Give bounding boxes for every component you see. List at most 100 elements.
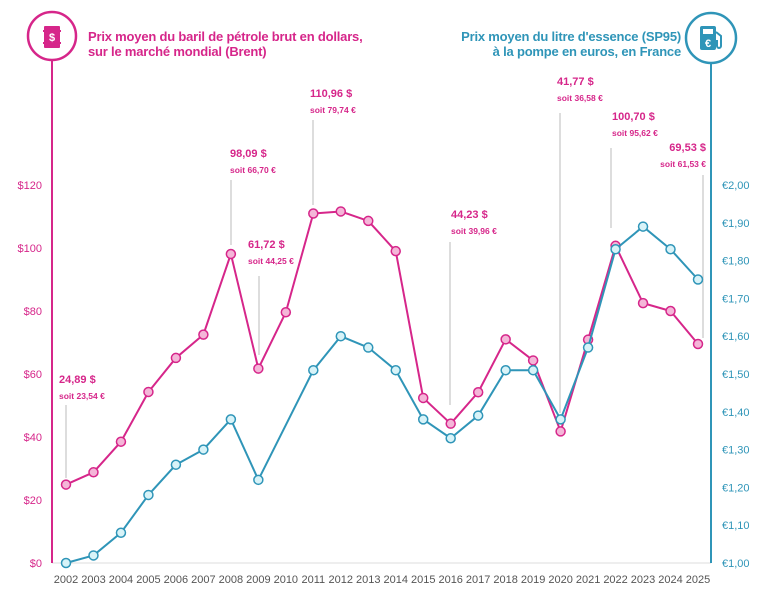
fuel-point: [527, 364, 539, 376]
x-axis-tick-label: 2019: [521, 574, 545, 586]
brent-point: [225, 248, 237, 260]
right-axis-title: Prix moyen du litre d'essence (SP95) à l…: [461, 29, 681, 59]
brent-point: [637, 297, 649, 309]
left-axis-tick-label: $100: [18, 243, 42, 255]
annotation-eur-value: soit 66,70 €: [230, 165, 276, 175]
right-axis-tick-label: €2,00: [722, 180, 750, 192]
left-axis-tick-label: $40: [24, 432, 42, 444]
brent-point: [308, 208, 319, 219]
brent-point: [692, 338, 704, 350]
x-axis-tick-label: 2011: [301, 574, 325, 586]
fuel-point: [335, 330, 347, 342]
x-axis-tick-label: 2006: [164, 574, 188, 586]
annotation-usd-value: 61,72 $: [248, 239, 285, 251]
right-axis-tick-label: €1,10: [722, 520, 750, 532]
brent-point: [527, 355, 539, 366]
svg-text:$: $: [49, 32, 55, 44]
brent-point: [472, 387, 484, 398]
brent-point: [198, 329, 209, 340]
brent-point: [500, 334, 511, 345]
fuel-point: [610, 244, 621, 255]
right-title-line2: à la pompe en euros, en France: [492, 44, 682, 59]
right-axis-tick-label: €1,60: [722, 331, 750, 343]
brent-point: [143, 386, 154, 398]
x-axis-tick-label: 2005: [136, 574, 160, 586]
right-axis-tick-label: €1,20: [722, 482, 750, 494]
x-axis-tick-label: 2025: [686, 574, 710, 586]
annotation-usd-value: 100,70 $: [612, 111, 655, 123]
annotation-eur-value: soit 39,96 €: [451, 226, 497, 236]
annotation-usd-value: 44,23 $: [451, 209, 488, 221]
left-axis-tick-label: $120: [18, 180, 42, 192]
right-axis-tick-label: €1,50: [722, 369, 750, 381]
x-axis-tick-label: 2015: [411, 574, 435, 586]
fuel-pump-euro-icon: €: [700, 26, 722, 50]
x-axis-tick-label: 2007: [191, 574, 215, 586]
annotation-eur-value: soit 79,74 €: [310, 105, 356, 115]
x-axis-tick-label: 2013: [356, 574, 380, 586]
right-title-line1: Prix moyen du litre d'essence (SP95): [461, 29, 681, 44]
fuel-point: [500, 364, 511, 376]
x-axis-tick-label: 2012: [329, 574, 353, 586]
fuel-line: [65, 225, 699, 564]
fuel-point: [88, 550, 99, 561]
fuel-point: [253, 474, 264, 486]
fuel-point: [60, 557, 72, 569]
annotation-eur-value: soit 23,54 €: [59, 391, 105, 401]
x-axis-tick-label: 2024: [658, 574, 682, 586]
x-axis-tick-label: 2016: [438, 574, 462, 586]
left-title-line2: sur le marché mondial (Brent): [88, 44, 267, 59]
x-axis-tick-label: 2018: [493, 574, 517, 586]
fuel-point: [472, 410, 484, 421]
annotation-eur-value: soit 44,25 €: [248, 256, 294, 266]
brent-point: [115, 436, 127, 447]
right-axis-tick-label: €1,70: [722, 293, 750, 305]
x-axis-tick-label: 2022: [603, 574, 627, 586]
x-axis-tick-label: 2003: [81, 574, 105, 586]
brent-point: [445, 418, 456, 429]
right-axis-tick-label: €1,00: [722, 558, 750, 570]
fuel-point: [390, 364, 401, 376]
brent-point: [60, 479, 72, 490]
fuel-point: [417, 414, 429, 425]
annotation-usd-value: 69,53 $: [669, 142, 706, 154]
fuel-point: [665, 244, 676, 255]
x-axis-tick-label: 2017: [466, 574, 490, 586]
fuel-point: [692, 274, 704, 285]
left-axis-tick-label: $20: [24, 495, 42, 507]
fuel-point: [308, 364, 319, 376]
x-axis-tick-label: 2010: [274, 574, 298, 586]
fuel-point: [582, 342, 594, 353]
x-axis-tick-label: 2004: [109, 574, 133, 586]
annotation-eur-value: soit 61,53 €: [660, 159, 706, 169]
x-axis-tick-label: 2009: [246, 574, 270, 586]
oil-barrel-dollar-icon: $: [43, 26, 61, 48]
x-axis-tick-label: 2020: [548, 574, 572, 586]
fuel-point: [555, 414, 566, 425]
fuel-point: [143, 489, 154, 501]
right-axis-tick-label: €1,30: [722, 445, 750, 457]
brent-point: [253, 363, 264, 374]
fuel-point: [198, 444, 209, 455]
x-axis-tick-label: 2008: [219, 574, 243, 586]
fuel-point: [637, 221, 649, 232]
brent-point: [335, 206, 347, 217]
left-axis-tick-label: $0: [30, 558, 42, 570]
fuel-point: [445, 433, 456, 444]
brent-point: [665, 305, 676, 317]
left-title-line1: Prix moyen du baril de pétrole brut en d…: [88, 29, 363, 44]
fuel-point: [115, 527, 127, 539]
brent-point: [363, 215, 374, 227]
fuel-point: [225, 414, 237, 425]
brent-point: [555, 426, 566, 437]
annotation-usd-value: 110,96 $: [310, 88, 352, 100]
right-axis-tick-label: €1,90: [722, 218, 750, 230]
annotation-usd-value: 98,09 $: [230, 148, 267, 160]
x-axis-tick-label: 2021: [576, 574, 600, 586]
brent-point: [417, 392, 429, 404]
svg-text:€: €: [705, 38, 711, 50]
x-axis-tick-label: 2002: [54, 574, 78, 586]
left-axis-title: Prix moyen du baril de pétrole brut en d…: [88, 29, 363, 59]
x-axis-tick-label: 2014: [383, 574, 407, 586]
